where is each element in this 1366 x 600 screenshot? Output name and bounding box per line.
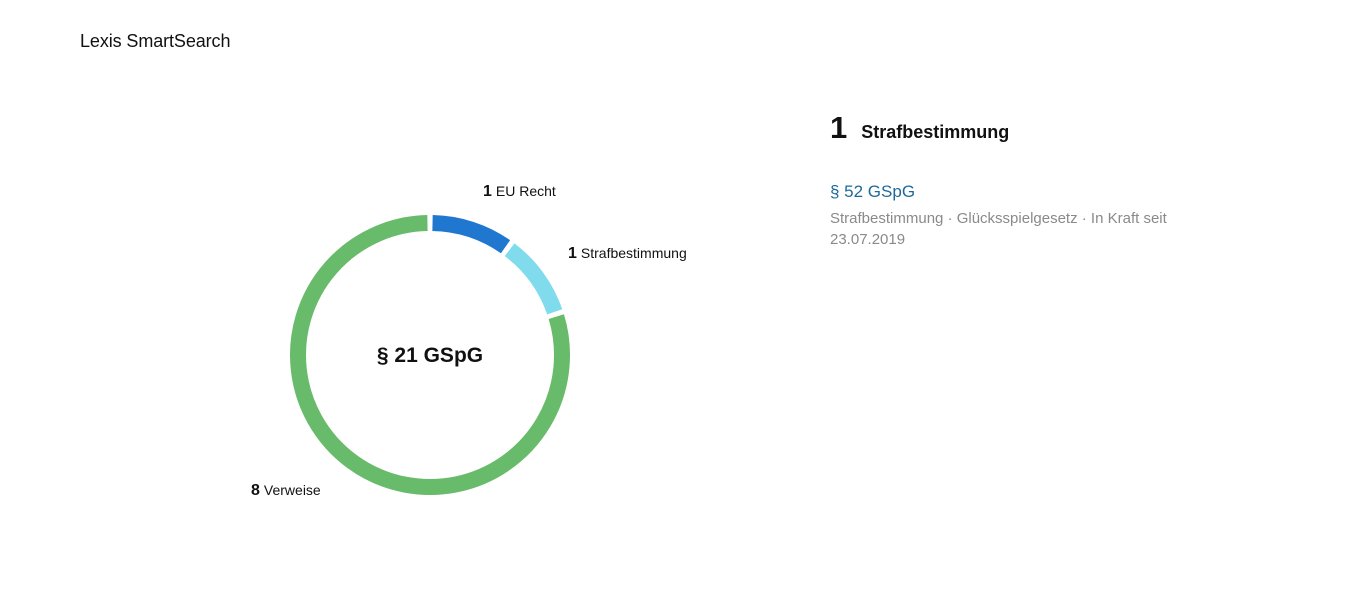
- donut-chart-svg: § 21 GSpG: [290, 215, 570, 495]
- segment-label-verweise[interactable]: 8 Verweise: [251, 482, 321, 500]
- donut-chart: § 21 GSpG 1 EU Recht 1 Strafbestimmung 8 Ve…: [230, 160, 750, 560]
- segment-label-eu-recht[interactable]: 1 EU Recht: [483, 183, 556, 201]
- segment-label-strafbestimmung[interactable]: 1 Strafbestimmung: [568, 245, 687, 263]
- results-header: 1 Strafbestimmung: [830, 110, 1210, 146]
- donut-center-label: § 21 GSpG: [377, 344, 483, 367]
- segment-count-strafbestimmung: 1: [568, 245, 577, 262]
- segment-text-strafbestimmung: Strafbestimmung: [580, 245, 687, 261]
- results-panel: 1 Strafbestimmung § 52 GSpG Strafbestimm…: [830, 110, 1210, 250]
- donut-segment-eu-recht[interactable]: [432, 215, 511, 254]
- results-count: 1: [830, 110, 848, 145]
- segment-text-verweise: Verweise: [263, 482, 321, 498]
- app-title: Lexis SmartSearch: [80, 31, 231, 51]
- result-link[interactable]: § 52 GSpG: [830, 182, 916, 201]
- segment-count-eu-recht: 1: [483, 183, 492, 200]
- segment-count-verweise: 8: [251, 482, 260, 499]
- results-title: Strafbestimmung: [861, 122, 1010, 142]
- result-meta: Strafbestimmung · Glücksspielgesetz · In…: [830, 210, 1167, 248]
- donut-segment-strafbestimmung[interactable]: [504, 243, 563, 315]
- segment-text-eu-recht: EU Recht: [495, 183, 556, 199]
- result-item: § 52 GSpG Strafbestimmung · Glücksspielg…: [830, 182, 1210, 250]
- donut-segment-verweise[interactable]: [290, 215, 570, 495]
